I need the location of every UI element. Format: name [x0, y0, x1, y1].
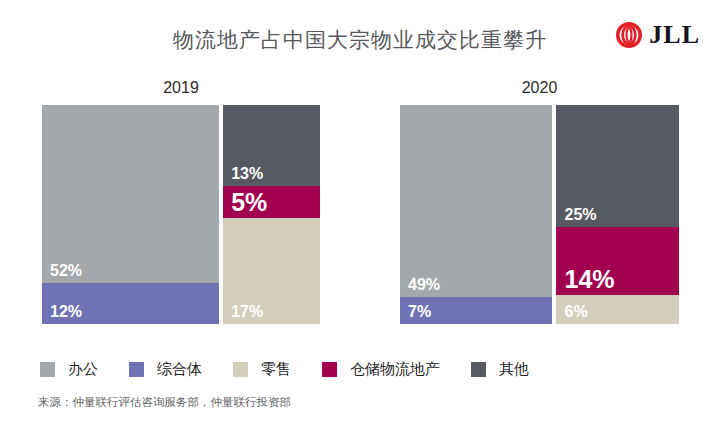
legend-label: 办公: [68, 360, 98, 379]
legend-item-office: 办公: [40, 360, 98, 379]
segment-office: 52%: [42, 105, 219, 283]
legend-item-logistics: 仓储物流地产: [322, 360, 440, 379]
legend-label: 其他: [499, 360, 529, 379]
mekko-column: 25% 14% 6%: [556, 105, 679, 324]
segment-value-label: 12%: [50, 303, 82, 321]
segment-mixed-use: 7%: [400, 297, 552, 324]
jll-logo: JLL: [614, 20, 700, 50]
legend-item-mixed-use: 综合体: [129, 360, 202, 379]
mekko-column: 13% 5% 17%: [223, 105, 320, 324]
page-title: 物流地产占中国大宗物业成交比重攀升: [0, 26, 720, 54]
mekko-column: 52% 12%: [42, 105, 219, 324]
chart-2019: 2019 52% 12% 13% 5% 17%: [42, 78, 320, 324]
legend-swatch-office: [40, 362, 55, 377]
source-note: 来源：仲量联行评估咨询服务部，仲量联行投资部: [38, 395, 291, 410]
mekko-column: 49% 7%: [400, 105, 552, 324]
chart-2020-plot: 49% 7% 25% 14% 6%: [400, 105, 679, 324]
legend-label: 综合体: [157, 360, 202, 379]
segment-value-label: 17%: [231, 303, 263, 321]
segment-value-label: 7%: [408, 303, 431, 321]
legend-swatch-other: [471, 362, 486, 377]
legend-label: 零售: [261, 360, 291, 379]
segment-retail: 6%: [556, 295, 679, 324]
segment-value-label: 49%: [408, 276, 440, 294]
segment-value-label: 6%: [564, 303, 587, 321]
jll-logo-icon: [614, 20, 644, 50]
legend: 办公 综合体 零售 仓储物流地产 其他: [40, 360, 529, 379]
infographic-page: 物流地产占中国大宗物业成交比重攀升 JLL 2019 52% 12% 13% 5% 17…: [0, 0, 720, 432]
segment-retail: 17%: [223, 218, 320, 324]
segment-value-label: 25%: [564, 206, 596, 224]
segment-value-label: 52%: [50, 262, 82, 280]
segment-logistics: 14%: [556, 227, 679, 295]
segment-other: 13%: [223, 105, 320, 186]
chart-2020: 2020 49% 7% 25% 14% 6%: [400, 78, 679, 324]
jll-logo-text: JLL: [649, 20, 700, 50]
segment-logistics: 5%: [223, 186, 320, 217]
segment-value-label: 13%: [231, 165, 263, 183]
legend-item-other: 其他: [471, 360, 529, 379]
legend-swatch-mixed-use: [129, 362, 144, 377]
segment-other: 25%: [556, 105, 679, 227]
legend-label: 仓储物流地产: [350, 360, 440, 379]
segment-mixed-use: 12%: [42, 283, 219, 324]
segment-value-label: 5%: [231, 188, 267, 217]
legend-swatch-logistics: [322, 362, 337, 377]
chart-2019-plot: 52% 12% 13% 5% 17%: [42, 105, 320, 324]
legend-swatch-retail: [233, 362, 248, 377]
chart-2020-title: 2020: [400, 78, 679, 98]
legend-item-retail: 零售: [233, 360, 291, 379]
segment-office: 49%: [400, 105, 552, 297]
chart-2019-title: 2019: [42, 78, 320, 98]
segment-value-label: 14%: [564, 265, 614, 294]
